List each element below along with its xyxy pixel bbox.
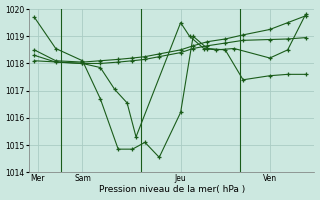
X-axis label: Pression niveau de la mer( hPa ): Pression niveau de la mer( hPa ): [99, 185, 245, 194]
